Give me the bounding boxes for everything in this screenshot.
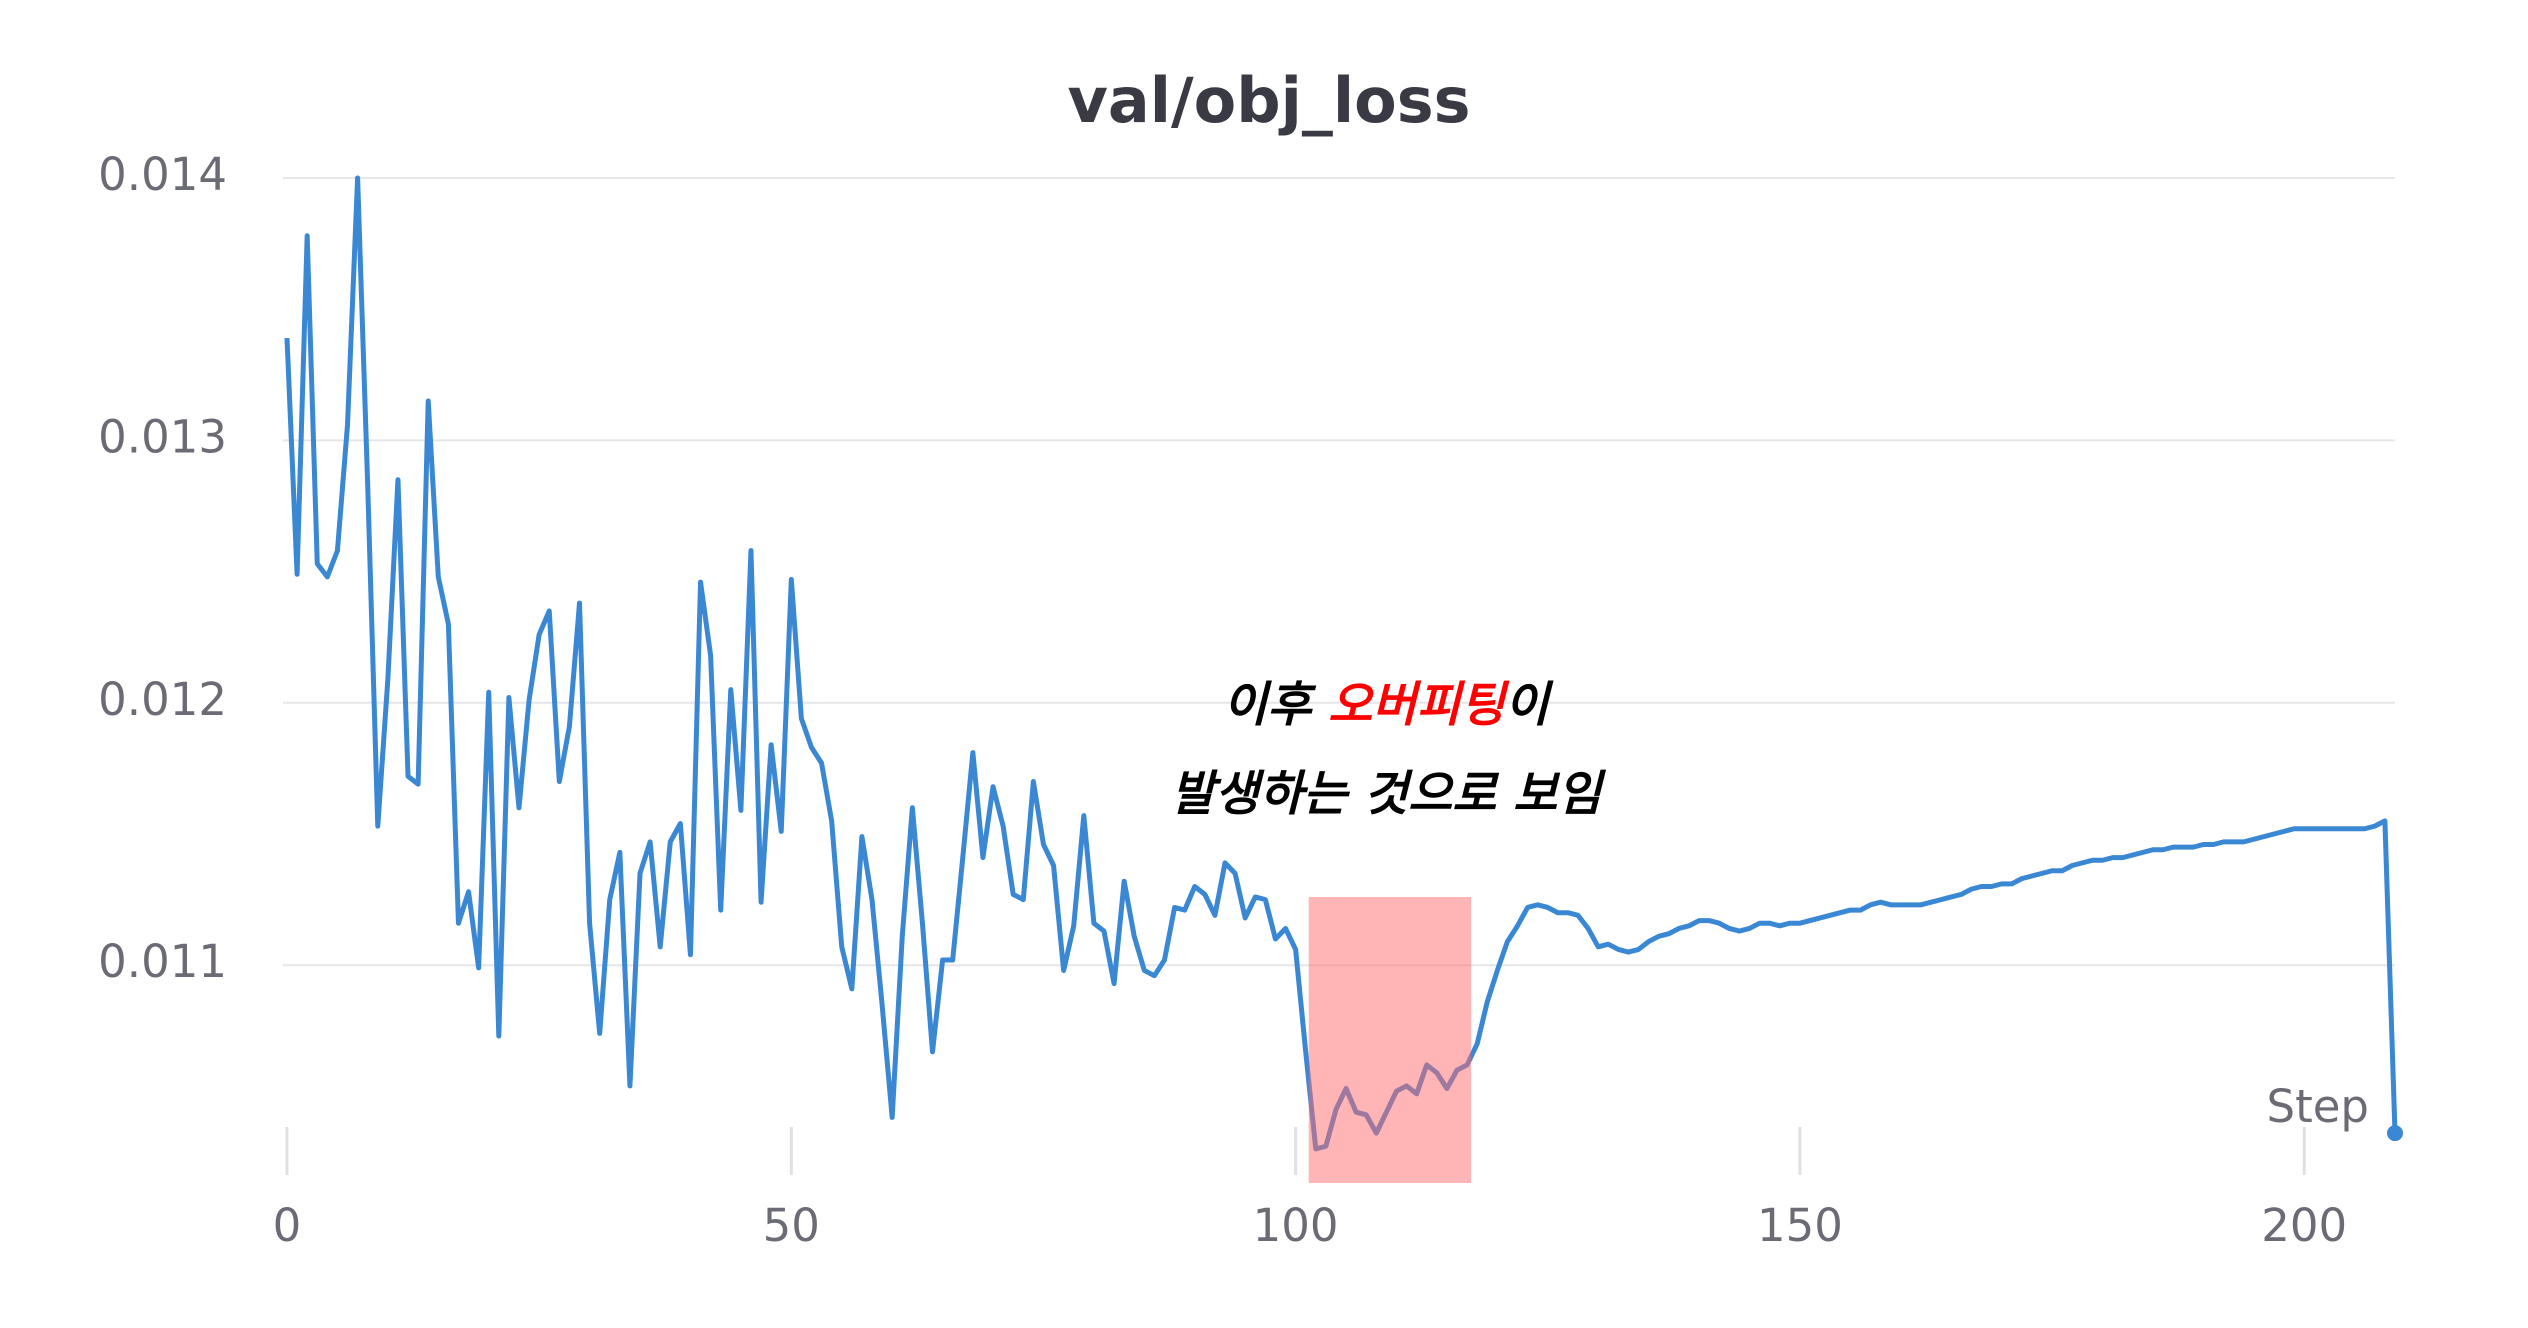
y-tick-label: 0.014 xyxy=(98,148,227,201)
x-tick-label: 150 xyxy=(1757,1199,1843,1252)
x-tick-label: 50 xyxy=(763,1199,820,1252)
highlight-region xyxy=(1308,896,1472,1183)
y-tick-label: 0.011 xyxy=(98,935,227,988)
x-tick-label: 200 xyxy=(2261,1199,2347,1252)
annotation: 이후 오버피팅이 xyxy=(1223,677,1554,733)
end-point xyxy=(2387,1125,2403,1142)
annotation-part: 오버피팅 xyxy=(1328,677,1509,733)
y-tick-label: 0.013 xyxy=(98,410,227,463)
x-tick-label: 0 xyxy=(273,1199,302,1252)
annotation-part: 이 xyxy=(1505,677,1554,733)
annotation: 발생하는 것으로 보임 xyxy=(1171,766,1607,822)
y-tick-label: 0.012 xyxy=(98,673,227,726)
annotation-part: 발생하는 것으로 보임 xyxy=(1171,766,1607,822)
x-tick-label: 100 xyxy=(1253,1199,1339,1252)
annotation-part: 이후 xyxy=(1223,677,1328,733)
chart-title: val/obj_loss xyxy=(1067,64,1470,137)
x-axis-label: Step xyxy=(2267,1080,2369,1133)
